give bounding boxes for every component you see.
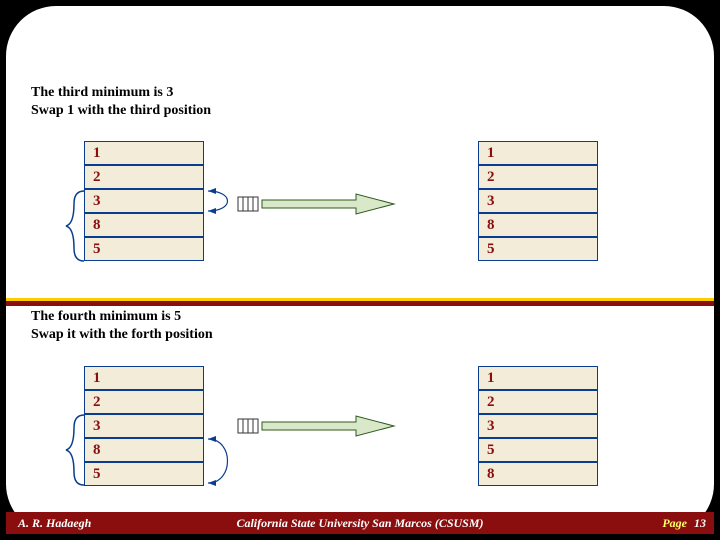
array-cell: 3 <box>84 189 204 213</box>
array-cell: 8 <box>478 213 598 237</box>
array-cell: 5 <box>84 237 204 261</box>
transition-arrow-icon <box>236 413 396 439</box>
swap-arc-icon <box>204 431 244 491</box>
array-cell: 8 <box>84 438 204 462</box>
array-cell: 8 <box>478 462 598 486</box>
array-cell: 2 <box>478 165 598 189</box>
footer-university: California State University San Marcos (… <box>6 516 714 531</box>
array-cell: 1 <box>84 141 204 165</box>
step-heading: The fourth minimum is 5Swap it with the … <box>31 308 213 343</box>
footer-page-number: 13 <box>694 516 706 530</box>
array-cell: 3 <box>478 414 598 438</box>
footer-bar: A. R. Hadaegh California State Universit… <box>6 512 714 534</box>
footer-page-label: Page <box>662 516 687 530</box>
slide-content: The third minimum is 3Swap 1 with the th… <box>6 6 714 534</box>
array-cell: 3 <box>84 414 204 438</box>
array-cell: 2 <box>84 390 204 414</box>
array-cell: 3 <box>478 189 598 213</box>
array-cell: 5 <box>478 237 598 261</box>
array-cell: 5 <box>84 462 204 486</box>
array-cell: 8 <box>84 213 204 237</box>
footer-page: Page 13 <box>662 516 706 531</box>
array-cell: 2 <box>84 165 204 189</box>
curly-brace-icon <box>64 189 86 263</box>
transition-arrow-icon <box>236 191 396 217</box>
array-cell: 5 <box>478 438 598 462</box>
step-heading: The third minimum is 3Swap 1 with the th… <box>31 84 211 119</box>
section-divider <box>6 298 714 306</box>
curly-brace-icon <box>64 413 86 487</box>
array-cell: 1 <box>478 366 598 390</box>
array-cell: 1 <box>478 141 598 165</box>
footer-author: A. R. Hadaegh <box>18 516 91 531</box>
array-cell: 2 <box>478 390 598 414</box>
swap-arc-icon <box>204 183 244 219</box>
slide-frame: The third minimum is 3Swap 1 with the th… <box>6 6 714 534</box>
array-cell: 1 <box>84 366 204 390</box>
